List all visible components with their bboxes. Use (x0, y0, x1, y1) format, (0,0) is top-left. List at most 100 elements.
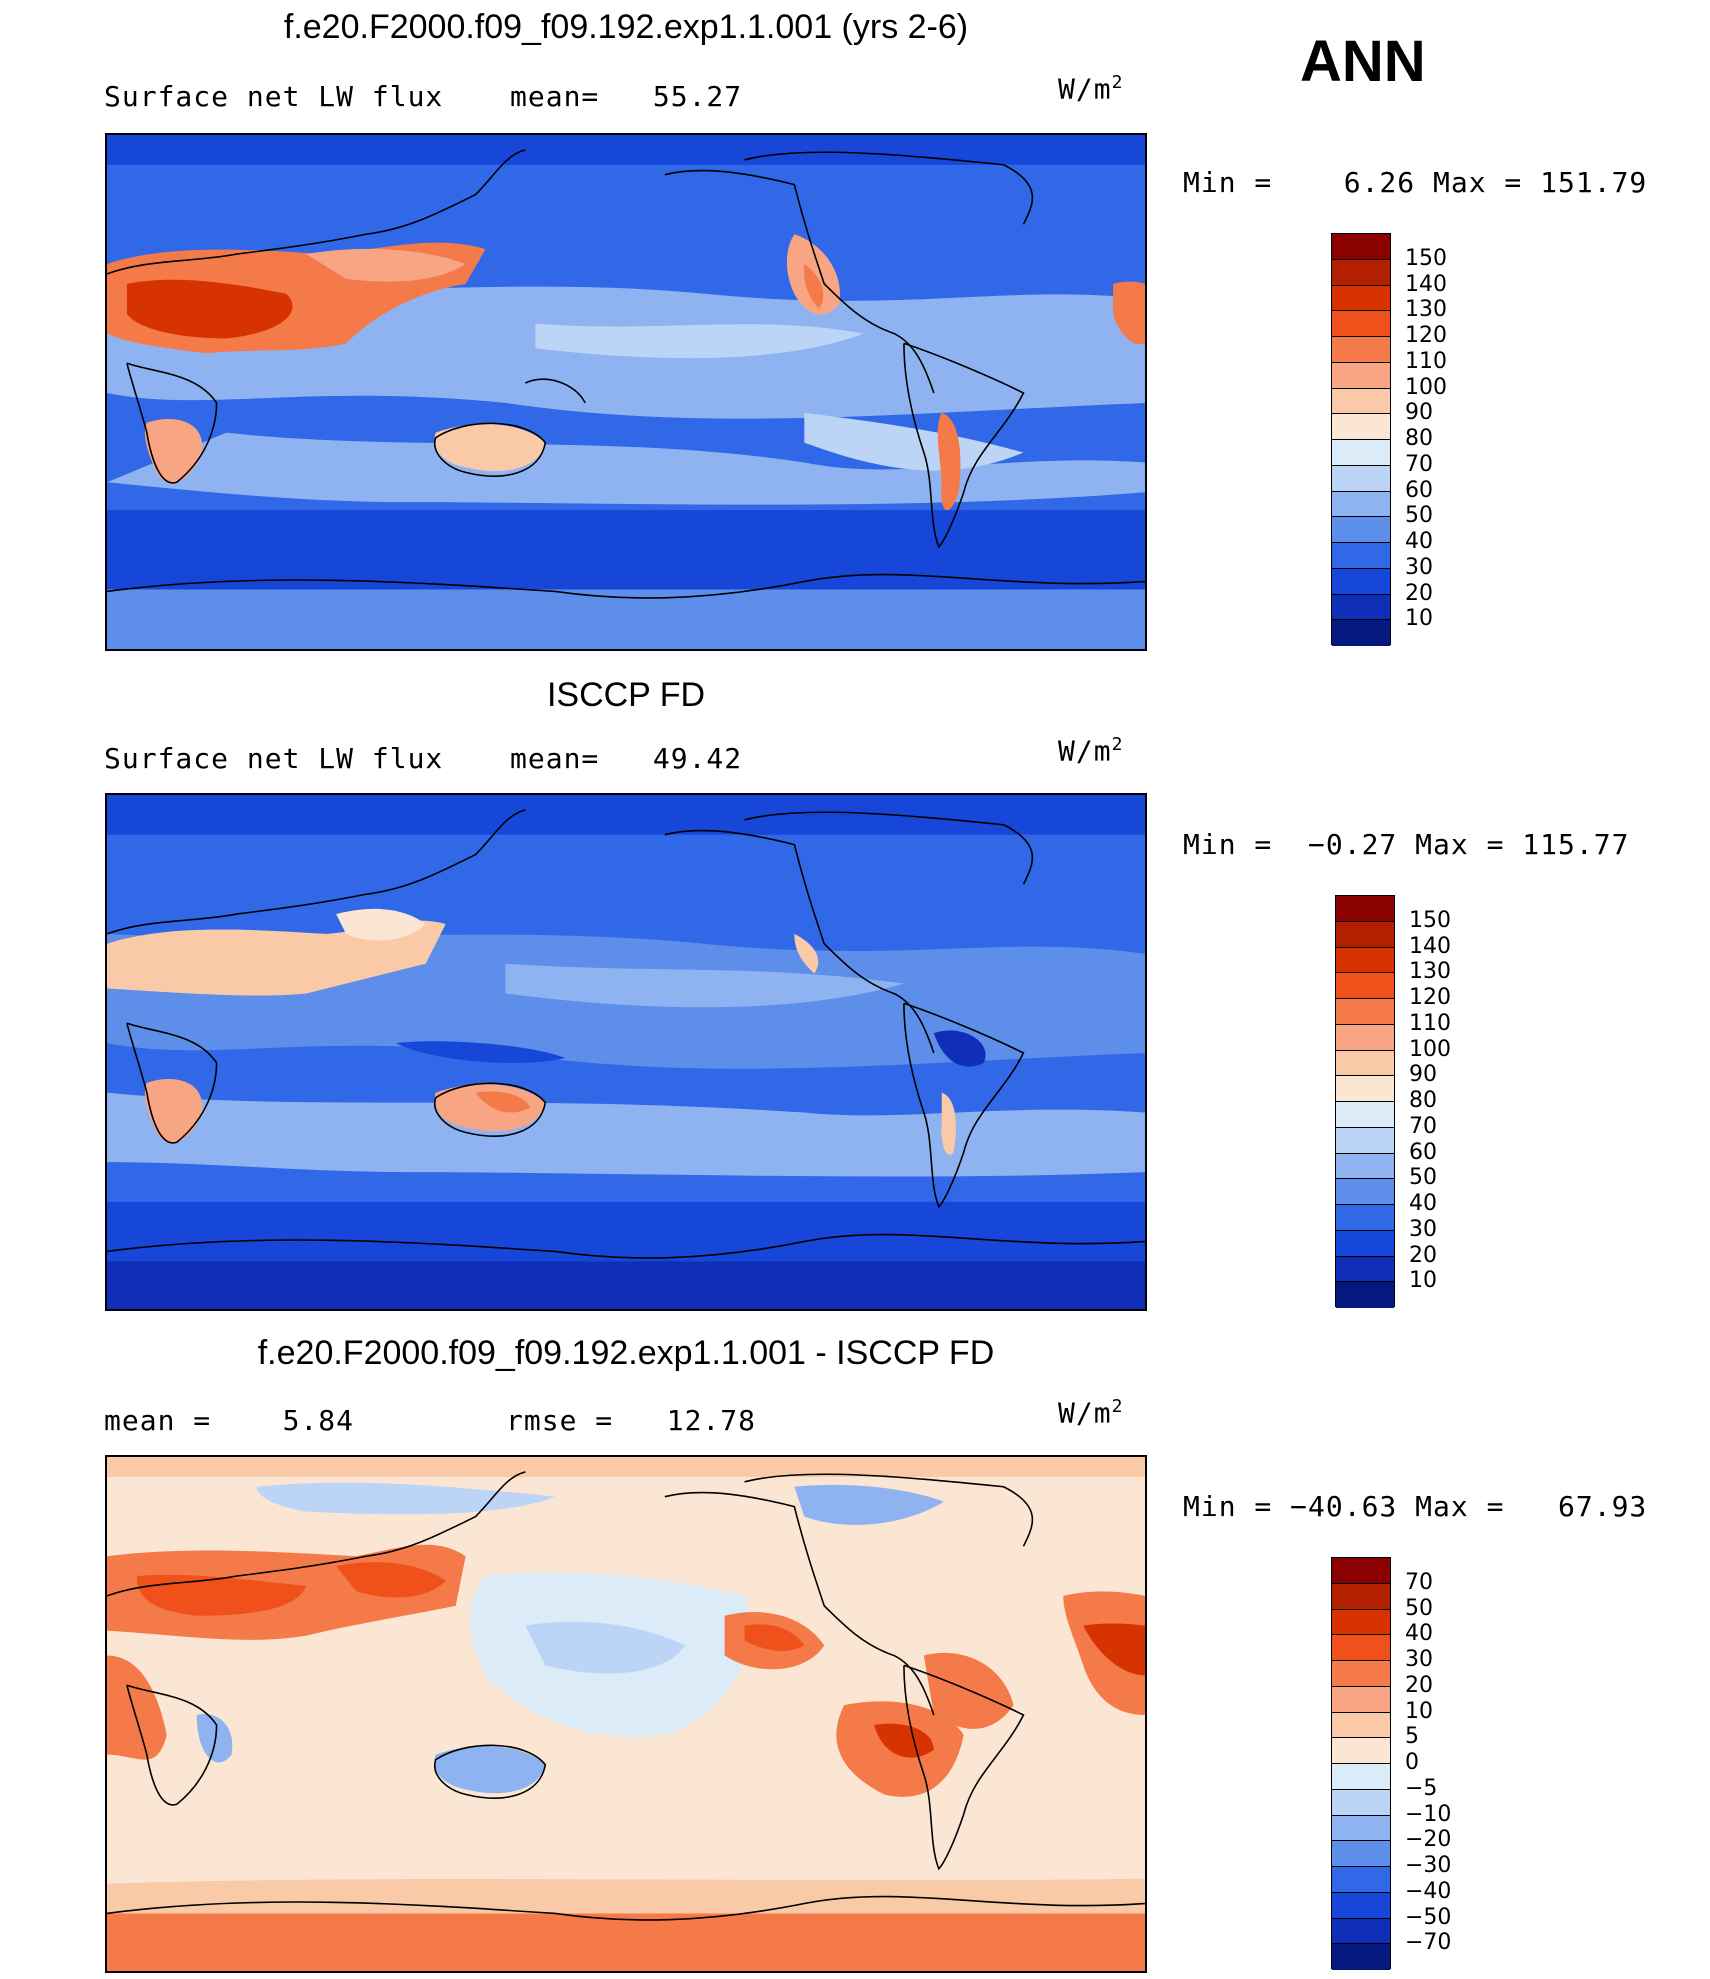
colorbar-swatch (1332, 362, 1390, 389)
colorbar-tick-label: 10 (1409, 1268, 1437, 1294)
colorbar-tick-label: 60 (1405, 477, 1433, 503)
colorbar-model (1331, 233, 1391, 646)
colorbar-swatch (1332, 1712, 1390, 1739)
colorbar-tick-label: 40 (1405, 529, 1433, 554)
panel2-minmax: Min = −0.27 Max = 115.77 (1183, 828, 1630, 861)
colorbar-tick-label: 90 (1405, 400, 1433, 426)
colorbar-tick-label: 0 (1405, 1750, 1419, 1775)
colorbar-observations (1335, 895, 1395, 1308)
colorbar-swatch (1332, 1892, 1390, 1919)
colorbar-swatch (1332, 543, 1390, 569)
colorbar-tick-label: 30 (1405, 1647, 1433, 1672)
colorbar-tick-label: 30 (1405, 554, 1433, 580)
panel3-mean: mean = 5.84 (104, 1404, 355, 1437)
panel1-mean: mean= 55.27 (510, 80, 743, 113)
colorbar-tick-label: 50 (1405, 1595, 1433, 1621)
colorbar-swatch (1332, 1738, 1390, 1764)
colorbar-tick-label: 10 (1405, 1698, 1433, 1724)
colorbar-tick-label: 110 (1405, 348, 1447, 374)
panel1-minmax: Min = 6.26 Max = 151.79 (1183, 166, 1648, 199)
colorbar-tick-label: 40 (1405, 1621, 1433, 1647)
colorbar-swatch (1336, 973, 1394, 999)
panel2-variable: Surface net LW flux (104, 742, 444, 775)
colorbar-swatch (1336, 921, 1394, 948)
panel2-units: W/m2 (1058, 734, 1124, 768)
panel1-variable: Surface net LW flux (104, 80, 444, 113)
colorbar-difference (1331, 1557, 1391, 1970)
colorbar-swatch (1336, 1205, 1394, 1231)
colorbar-swatch (1332, 465, 1390, 492)
colorbar-swatch (1332, 1686, 1390, 1713)
colorbar-swatch (1332, 388, 1390, 415)
colorbar-tick-label: 70 (1405, 451, 1433, 477)
colorbar-tick-label: −30 (1405, 1853, 1452, 1878)
colorbar-tick-label: 5 (1405, 1724, 1419, 1750)
colorbar-tick-label: 10 (1405, 606, 1433, 632)
colorbar-tick-label: −40 (1405, 1878, 1452, 1904)
colorbar-swatch (1332, 311, 1390, 337)
colorbar-tick-label: 50 (1405, 503, 1433, 529)
colorbar-tick-label: 150 (1409, 907, 1451, 933)
panel3-rmse: rmse = 12.78 (506, 1404, 757, 1437)
panel3-units: W/m2 (1058, 1396, 1124, 1430)
panel3-minmax: Min = −40.63 Max = 67.93 (1183, 1490, 1648, 1523)
colorbar-swatch (1332, 1583, 1390, 1610)
colorbar-tick-label: −50 (1405, 1904, 1452, 1930)
colorbar-swatch (1332, 259, 1390, 286)
colorbar-swatch (1336, 1153, 1394, 1180)
colorbar-swatch (1336, 1179, 1394, 1205)
colorbar-swatch (1336, 896, 1394, 922)
panel1-units: W/m2 (1058, 72, 1124, 106)
colorbar-swatch (1336, 1024, 1394, 1051)
colorbar-tick-label: −70 (1405, 1930, 1452, 1956)
colorbar-swatch (1332, 1609, 1390, 1636)
colorbar-tick-label: 90 (1409, 1062, 1437, 1088)
colorbar-swatch (1332, 491, 1390, 518)
colorbar-tick-label: 150 (1405, 245, 1447, 271)
colorbar-swatch (1332, 1558, 1390, 1584)
colorbar-swatch (1336, 1127, 1394, 1154)
colorbar-swatch (1336, 1256, 1394, 1283)
colorbar-swatch (1332, 1635, 1390, 1661)
colorbar-tick-label: −5 (1405, 1775, 1438, 1801)
colorbar-swatch (1336, 1076, 1394, 1102)
colorbar-swatch (1332, 440, 1390, 466)
colorbar-tick-label: 130 (1409, 959, 1451, 985)
colorbar-tick-label: 100 (1405, 374, 1447, 400)
colorbar-swatch (1336, 1102, 1394, 1128)
colorbar-swatch (1332, 1764, 1390, 1790)
colorbar-tick-label: 20 (1409, 1242, 1437, 1268)
map-model (105, 133, 1147, 651)
colorbar-swatch (1332, 1815, 1390, 1842)
colorbar-swatch (1332, 285, 1390, 312)
colorbar-swatch (1332, 337, 1390, 363)
colorbar-tick-label: 120 (1409, 985, 1451, 1010)
colorbar-swatch (1332, 568, 1390, 595)
colorbar-tick-label: 140 (1405, 271, 1447, 297)
colorbar-tick-label: 30 (1409, 1216, 1437, 1242)
colorbar-tick-label: 70 (1409, 1113, 1437, 1139)
map-difference (105, 1455, 1147, 1973)
colorbar-tick-label: 80 (1405, 426, 1433, 451)
colorbar-tick-label: 20 (1405, 1672, 1433, 1698)
panel2-title: ISCCP FD (546, 676, 706, 714)
colorbar-tick-label: 130 (1405, 297, 1447, 323)
colorbar-swatch (1336, 947, 1394, 974)
colorbar-tick-label: 70 (1405, 1569, 1433, 1595)
colorbar-swatch (1332, 1944, 1390, 1970)
map-observations (105, 793, 1147, 1311)
colorbar-tick-label: 60 (1409, 1139, 1437, 1165)
colorbar-swatch (1332, 517, 1390, 543)
colorbar-swatch (1332, 1867, 1390, 1893)
colorbar-swatch (1336, 1230, 1394, 1257)
colorbar-tick-label: 80 (1409, 1088, 1437, 1113)
colorbar-tick-label: 100 (1409, 1036, 1451, 1062)
colorbar-swatch (1332, 1661, 1390, 1687)
colorbar-swatch (1332, 1789, 1390, 1816)
colorbar-swatch (1332, 1918, 1390, 1945)
colorbar-tick-label: 40 (1409, 1191, 1437, 1216)
colorbar-swatch (1332, 414, 1390, 440)
colorbar-swatch (1336, 999, 1394, 1025)
colorbar-swatch (1332, 620, 1390, 646)
colorbar-swatch (1332, 234, 1390, 260)
